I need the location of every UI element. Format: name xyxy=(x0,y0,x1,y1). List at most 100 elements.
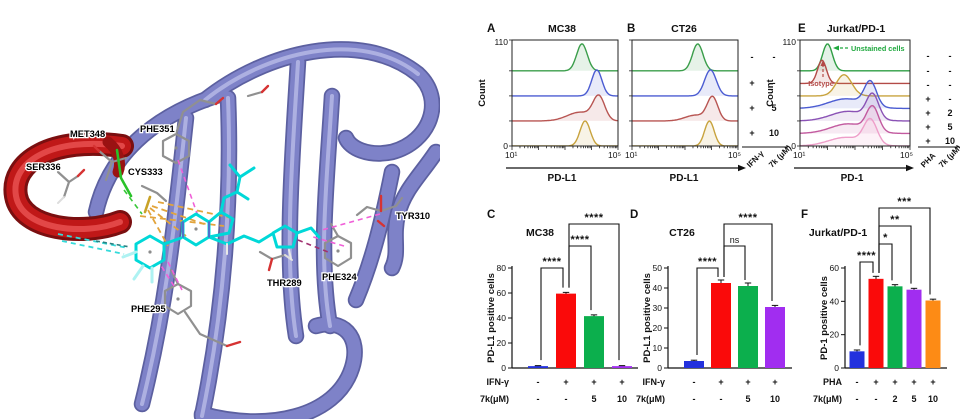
bar xyxy=(925,300,941,368)
sig-label: **** xyxy=(584,212,603,224)
x-row-symbol: - xyxy=(856,377,859,387)
y-tick-label: 0 xyxy=(657,363,662,373)
condition-symbol: 5 xyxy=(771,103,776,113)
histogram-curve xyxy=(632,69,738,97)
bar xyxy=(684,361,704,368)
condition-symbol: + xyxy=(749,128,754,138)
y-max-label: 110 xyxy=(782,37,796,47)
condition-symbol: - xyxy=(751,52,754,62)
condition-symbol: - xyxy=(949,51,952,61)
y-tick-label: 0 xyxy=(834,363,839,373)
histogram-curve xyxy=(800,59,910,85)
y-tick-label: 60 xyxy=(497,288,507,298)
alpha-helix xyxy=(3,131,134,242)
condition-symbol: + xyxy=(925,122,930,132)
residue-label: CYS333 xyxy=(128,167,163,177)
panel-title: Jurkat/PD-1 xyxy=(827,23,886,35)
condition-symbol: + xyxy=(925,108,930,118)
x-row-symbol: + xyxy=(619,377,624,387)
histogram-fill xyxy=(800,60,910,84)
x-max-label: 10⁵ xyxy=(900,150,913,160)
histogram-curve xyxy=(800,73,910,97)
x-min-label: 10¹ xyxy=(625,150,637,160)
bar xyxy=(765,307,785,368)
x-row-symbol: - xyxy=(856,394,859,404)
count-axis-label: Count xyxy=(477,78,488,106)
bar-panel-D: D CT26 PD-L1 positive cells 0 10 20 30 40 50 ****… xyxy=(630,209,792,404)
y-min-label: 0 xyxy=(503,141,508,151)
panel-letter: D xyxy=(630,209,638,221)
flow-panel-A: A MC38 110 0 Count 10¹ 10⁵ xyxy=(477,23,621,160)
x-row-symbol: - xyxy=(693,377,696,387)
flow-panel-E: E Jurkat/PD-1 110 0 Count 10¹ 10⁵ xyxy=(765,23,913,160)
condition-symbol: 5 xyxy=(947,122,952,132)
condition-symbol: + xyxy=(925,136,930,146)
y-tick-label: 0 xyxy=(501,363,506,373)
x-row-symbol: + xyxy=(911,377,916,387)
y-tick-label: 80 xyxy=(497,263,507,273)
residue-label: MET348 xyxy=(70,129,105,139)
x-row-label: IFN-γ xyxy=(487,377,510,387)
sig-bracket xyxy=(878,243,893,281)
x-row-symbol: 10 xyxy=(617,394,627,404)
x-row-symbol: 2 xyxy=(892,394,897,404)
histogram-curve xyxy=(632,43,738,72)
histogram-fill xyxy=(800,80,910,109)
panel-letter: F xyxy=(801,209,808,221)
bar xyxy=(711,283,731,368)
sig-bracket xyxy=(540,267,564,361)
histogram-curve xyxy=(512,120,618,146)
sig-label: ** xyxy=(890,214,900,226)
condition-symbol: - xyxy=(773,78,776,88)
panel-letter: C xyxy=(487,209,495,221)
condition-symbol: - xyxy=(927,51,930,61)
histogram-curve xyxy=(800,92,910,122)
histogram-curve xyxy=(512,94,618,122)
sig-label: *** xyxy=(897,196,912,208)
condition-symbol: 2 xyxy=(947,108,952,118)
panel-title: CT26 xyxy=(671,23,697,35)
bar xyxy=(584,316,604,368)
histogram-curve xyxy=(800,104,910,135)
sig-bracket xyxy=(878,207,931,295)
sig-label: **** xyxy=(570,234,589,246)
y-max-label: 110 xyxy=(494,37,508,47)
residue-label: THR289 xyxy=(267,278,302,288)
bar xyxy=(612,366,632,368)
x-row-symbol: + xyxy=(591,377,596,387)
condition-symbol: + xyxy=(749,103,754,113)
y-min-label: 0 xyxy=(791,141,796,151)
histogram-fill xyxy=(512,121,618,146)
aromatic-center-dots xyxy=(148,146,340,301)
y-tick-label: 60 xyxy=(830,263,840,273)
histogram-fill xyxy=(800,118,910,146)
x-row-symbol: - xyxy=(537,394,540,404)
histogram-curve xyxy=(512,43,618,72)
x-row-symbol: + xyxy=(772,377,777,387)
condition-symbol: - xyxy=(949,66,952,76)
x-row-symbol: 5 xyxy=(911,394,916,404)
x-row-symbol: + xyxy=(718,377,723,387)
bar xyxy=(906,289,922,368)
y-axis-label: PD-L1 positive cells xyxy=(642,273,653,363)
condition-symbol: - xyxy=(773,52,776,62)
x-row-symbol: + xyxy=(873,377,878,387)
histogram-curve xyxy=(512,69,618,97)
residue-sticks xyxy=(56,90,404,348)
residue-label: PHE351 xyxy=(140,124,175,134)
y-tick-label: 10 xyxy=(653,343,663,353)
axis-arrowhead xyxy=(738,164,746,172)
x-row-symbol: + xyxy=(563,377,568,387)
bar xyxy=(528,366,548,368)
condition-symbol: + xyxy=(749,78,754,88)
sig-label: * xyxy=(883,232,888,244)
residue-labels: MET348 PHE351 SER336 CYS333 TYR310 PHE324 THR2… xyxy=(25,123,432,316)
histogram-curve xyxy=(800,79,910,110)
histogram-fill xyxy=(512,95,618,121)
unstained-arrowhead xyxy=(833,45,839,51)
histogram-curve xyxy=(632,95,738,122)
heteroatom-tips xyxy=(57,84,386,348)
sig-bracket xyxy=(859,261,874,346)
x-row-label: 7k(μM) xyxy=(480,394,509,404)
sig-bracket xyxy=(723,245,746,280)
